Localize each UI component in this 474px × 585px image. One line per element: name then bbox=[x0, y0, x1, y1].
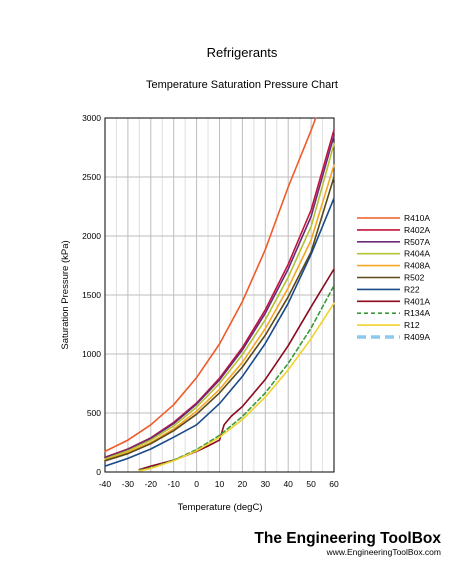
legend-label-r404a: R404A bbox=[404, 249, 430, 259]
legend-label-r401a: R401A bbox=[404, 296, 430, 306]
brand-name: The Engineering ToolBox bbox=[254, 530, 441, 547]
tick-labels: -40 -30 -20 -10 0 10 20 30 40 50 60 0 500 1000 1500 200… bbox=[82, 113, 339, 489]
grid bbox=[104, 117, 335, 473]
series-line-r502 bbox=[104, 176, 335, 462]
series-lines bbox=[104, 117, 335, 472]
legend-label-r402a: R402A bbox=[404, 225, 430, 235]
y-axis-label: Saturation Pressure (kPa) bbox=[60, 240, 71, 349]
legend-label-r134a: R134A bbox=[404, 308, 430, 318]
series-line-r410a bbox=[104, 117, 317, 453]
y-tick-label: 1000 bbox=[82, 349, 101, 359]
x-tick-label: 30 bbox=[261, 479, 271, 489]
y-tick-label: 2500 bbox=[82, 172, 101, 182]
plot-frame bbox=[104, 117, 335, 473]
legend-label-r502: R502 bbox=[404, 273, 425, 283]
series-line-r408a bbox=[104, 164, 335, 461]
x-axis-label: Temperature (degC) bbox=[177, 502, 262, 513]
chart-title: Refrigerants bbox=[207, 45, 278, 60]
y-tick-label: 3000 bbox=[82, 113, 101, 123]
legend-label-r409a: R409A bbox=[404, 332, 430, 342]
x-tick-label: 50 bbox=[306, 479, 316, 489]
legend-label-r408a: R408A bbox=[404, 261, 430, 271]
y-tick-label: 500 bbox=[87, 408, 101, 418]
chart-subtitle: Temperature Saturation Pressure Chart bbox=[146, 79, 338, 91]
x-tick-label: -40 bbox=[99, 479, 112, 489]
legend-label-r22: R22 bbox=[404, 284, 420, 294]
x-tick-label: -10 bbox=[168, 479, 181, 489]
y-tick-label: 2000 bbox=[82, 231, 101, 241]
series-line-r404a bbox=[104, 143, 335, 460]
series-line-r12 bbox=[138, 302, 335, 472]
series-line-r22 bbox=[104, 197, 335, 467]
x-tick-label: 0 bbox=[194, 479, 199, 489]
x-tick-label: -30 bbox=[122, 479, 135, 489]
legend-label-r410a: R410A bbox=[404, 213, 430, 223]
x-tick-label: 60 bbox=[329, 479, 339, 489]
legend-label-r507a: R507A bbox=[404, 237, 430, 247]
brand-url: www.EngineeringToolBox.com bbox=[326, 547, 441, 557]
y-tick-label: 0 bbox=[96, 467, 101, 477]
x-tick-label: -20 bbox=[145, 479, 158, 489]
x-tick-label: 20 bbox=[238, 479, 248, 489]
series-line-r507a bbox=[104, 134, 335, 459]
x-tick-label: 40 bbox=[283, 479, 293, 489]
y-tick-label: 1500 bbox=[82, 290, 101, 300]
x-tick-label: 10 bbox=[215, 479, 225, 489]
legend-label-r12: R12 bbox=[404, 320, 420, 330]
